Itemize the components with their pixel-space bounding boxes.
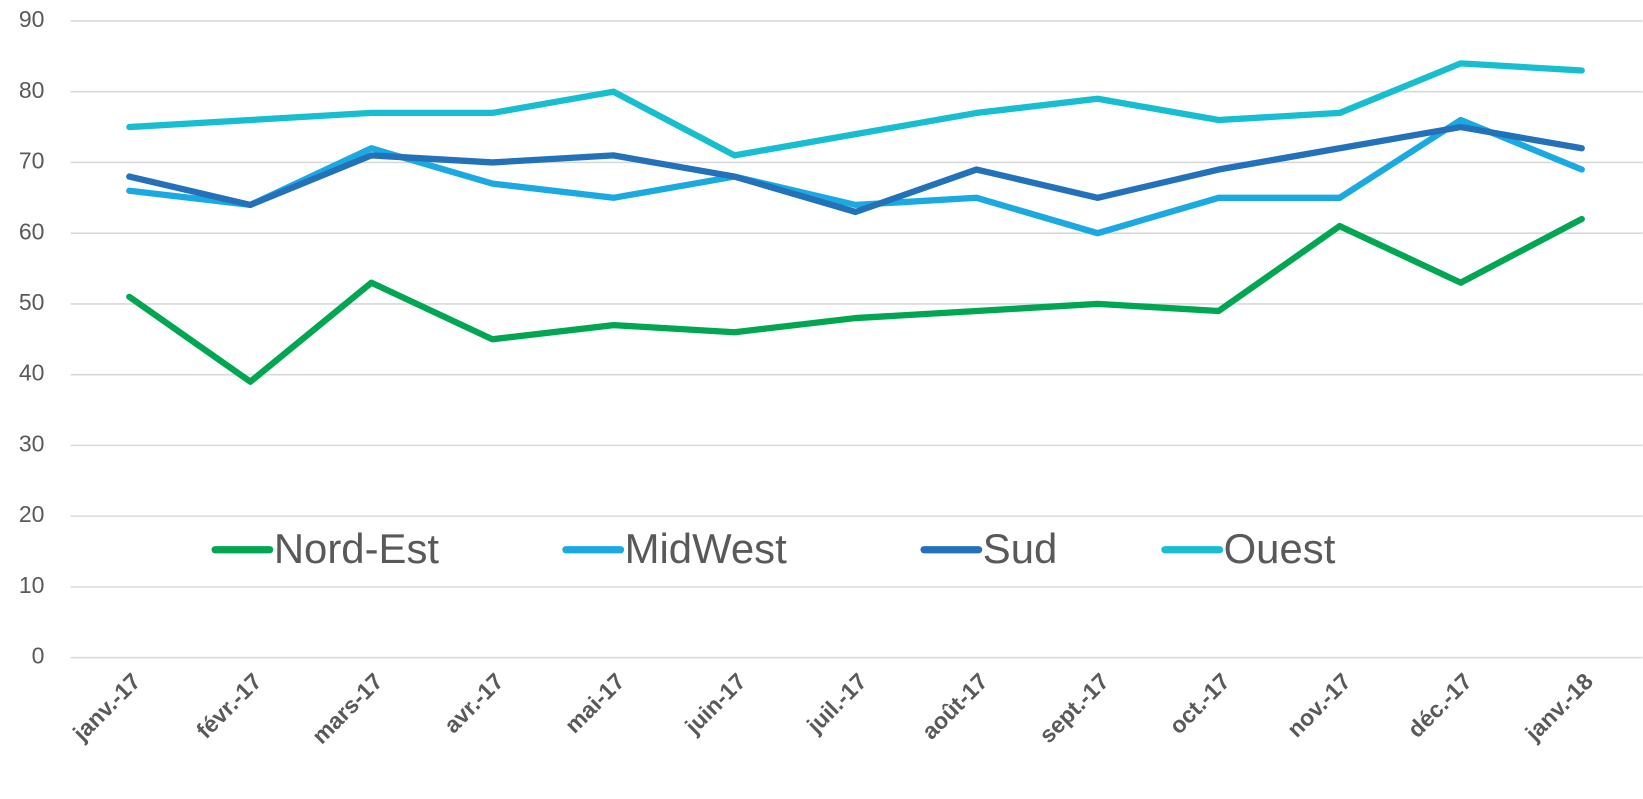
- chart: 0 10 20 30 40 50 60 70 80 90 janv.-17 févr.-17 mars-…: [0, 0, 1643, 799]
- x-tick-label: févr.-17: [191, 668, 266, 743]
- x-tick-label: août-17: [917, 668, 993, 744]
- x-tick-label: janv.-17: [67, 668, 145, 746]
- x-tick-label: mai-17: [560, 668, 630, 738]
- y-tick-label: 40: [19, 360, 45, 386]
- legend-label: Ouest: [1224, 525, 1336, 572]
- y-tick-label: 0: [32, 643, 45, 669]
- x-tick-label: mars-17: [307, 668, 388, 749]
- y-tick-label: 10: [19, 572, 45, 598]
- y-tick-label: 90: [19, 6, 45, 32]
- legend-label: Sud: [983, 525, 1058, 572]
- x-tick-label: juin-17: [679, 668, 751, 740]
- legend-label: Nord-Est: [274, 525, 440, 572]
- x-tick-label: juil.-17: [801, 668, 872, 739]
- x-tick-label: nov.-17: [1282, 668, 1356, 742]
- legend-label: MidWest: [625, 525, 787, 572]
- y-tick-label: 20: [19, 501, 45, 527]
- x-tick-label: janv.-18: [1519, 668, 1598, 747]
- y-tick-label: 80: [19, 77, 45, 103]
- line-series: [129, 219, 1581, 382]
- y-tick-label: 70: [19, 148, 45, 174]
- y-tick-label: 60: [19, 218, 45, 244]
- x-tick-label: avr.-17: [439, 668, 509, 738]
- line-series: [129, 127, 1581, 212]
- y-tick-label: 50: [19, 289, 45, 315]
- x-tick-label: oct.-17: [1164, 668, 1235, 739]
- y-tick-label: 30: [19, 430, 45, 456]
- x-tick-label: déc.-17: [1402, 668, 1476, 742]
- x-tick-label: sept.-17: [1034, 668, 1114, 748]
